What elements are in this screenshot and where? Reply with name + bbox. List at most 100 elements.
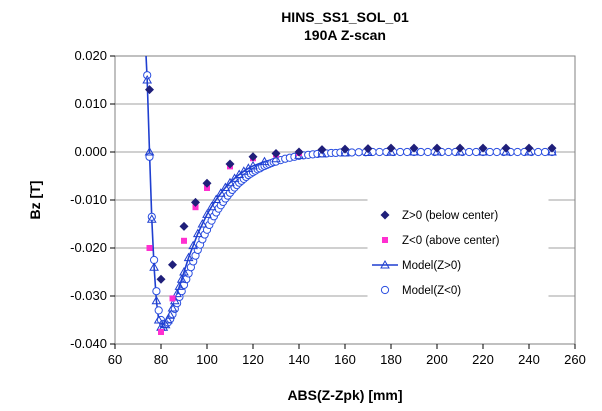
x-tick-label: 100 (196, 352, 218, 367)
data-point (154, 306, 163, 315)
data-point (169, 295, 176, 302)
data-point (215, 188, 226, 197)
legend-label: Model(Z<0) (402, 285, 461, 297)
y-tick-label: -0.040 (70, 336, 107, 351)
data-marks (142, 71, 557, 335)
data-point (179, 221, 189, 231)
data-point (188, 240, 199, 250)
data-point (501, 143, 511, 153)
data-point (225, 177, 235, 187)
data-point (174, 281, 185, 290)
data-point (206, 201, 217, 211)
data-point (145, 152, 154, 161)
data-point (204, 185, 210, 191)
data-point (423, 147, 432, 157)
legend-marker (382, 237, 388, 243)
x-tick-label: 260 (564, 352, 586, 367)
data-point (524, 143, 534, 153)
x-tick-label: 60 (108, 352, 122, 367)
data-point (183, 252, 194, 262)
data-point (547, 146, 557, 156)
data-point (146, 245, 153, 251)
data-point (455, 146, 465, 156)
data-point (248, 152, 258, 162)
data-point (340, 147, 350, 157)
data-point (220, 182, 231, 192)
legend-marker (380, 259, 390, 269)
data-point (259, 156, 270, 166)
data-point (340, 144, 350, 154)
data-point (225, 159, 235, 169)
data-point (363, 144, 373, 154)
data-point (409, 143, 419, 153)
data-point (172, 288, 182, 298)
data-point (386, 143, 396, 153)
data-point (176, 274, 187, 283)
data-point (396, 147, 405, 157)
data-point (149, 262, 159, 271)
data-point (146, 214, 157, 223)
data-point (416, 147, 425, 157)
data-point (197, 218, 208, 228)
data-point (271, 148, 281, 158)
data-point (541, 147, 550, 157)
data-point (363, 147, 373, 156)
x-axis-ticks: 60 80 100 120 140 160 180 200 220 240 260 (108, 344, 586, 367)
x-tick-label: 140 (288, 352, 310, 367)
data-point (465, 147, 474, 157)
x-tick-label: 180 (380, 352, 402, 367)
data-point (192, 228, 203, 238)
data-point (158, 329, 164, 335)
y-axis-label: Bz [T] (27, 181, 43, 220)
data-point (524, 146, 534, 156)
data-point (243, 163, 254, 172)
data-point (409, 146, 419, 156)
data-point (271, 153, 281, 163)
y-tick-label: 0.020 (74, 48, 107, 63)
data-point (386, 147, 396, 156)
data-point (317, 148, 327, 158)
y-tick-label: 0.010 (74, 96, 107, 111)
x-tick-label: 160 (334, 352, 356, 367)
x-tick-label: 120 (242, 352, 264, 367)
data-point (317, 145, 327, 155)
data-point (202, 209, 212, 218)
data-point (156, 274, 166, 284)
x-axis-label: ABS(Z-Zpk) [mm] (287, 387, 402, 403)
legend-label: Model(Z>0) (402, 260, 461, 272)
data-point (168, 260, 177, 270)
y-tick-label: -0.020 (70, 240, 107, 255)
data-point (160, 319, 171, 329)
data-point (179, 266, 189, 276)
data-point (444, 147, 453, 157)
y-tick-label: 0.000 (74, 144, 107, 159)
x-tick-label: 220 (472, 352, 494, 367)
data-point (152, 287, 161, 296)
data-point (472, 147, 481, 157)
chart-title: HINS_SS1_SOL_01 (281, 9, 409, 25)
data-point (432, 143, 442, 153)
data-point (432, 146, 442, 156)
data-point (165, 310, 176, 319)
legend: Z>0 (below center) Z<0 (above center) Mode… (367, 197, 549, 307)
data-point (455, 143, 465, 153)
data-point (478, 143, 488, 153)
legend-marker (380, 285, 390, 295)
data-point (294, 147, 304, 157)
y-tick-label: -0.010 (70, 192, 107, 207)
x-tick-label: 200 (426, 352, 448, 367)
data-point (142, 74, 153, 84)
legend-marker (380, 210, 390, 220)
data-point (492, 147, 501, 157)
data-point (202, 178, 212, 188)
data-point (347, 148, 356, 157)
data-point (167, 302, 178, 312)
data-point (501, 146, 511, 156)
y-tick-label: -0.030 (70, 288, 107, 303)
data-point (403, 147, 412, 157)
data-point (211, 194, 222, 204)
x-tick-label: 80 (154, 352, 168, 367)
data-point (375, 147, 384, 157)
legend-label: Z<0 (above center) (402, 235, 500, 247)
